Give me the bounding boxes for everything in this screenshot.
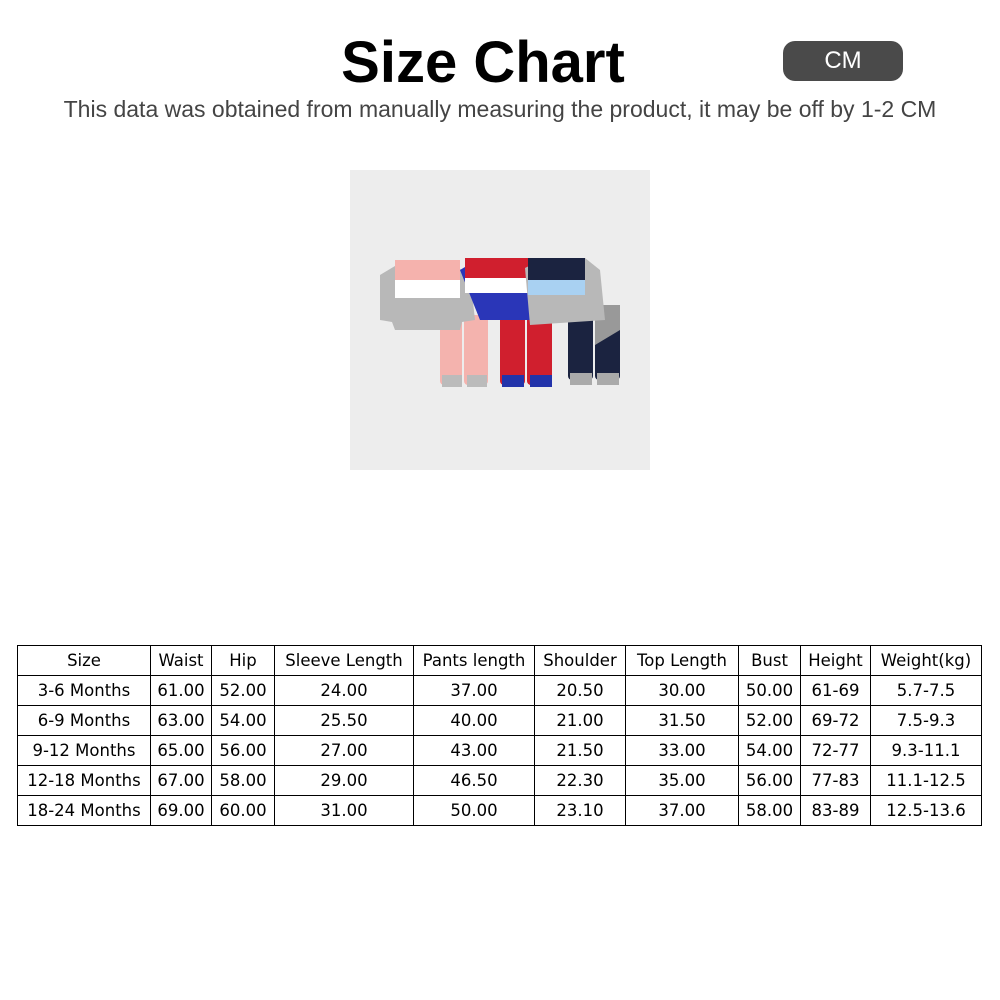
subtitle: This data was obtained from manually mea… xyxy=(63,96,937,122)
table-cell: 65.00 xyxy=(150,735,212,766)
red-set xyxy=(460,258,552,387)
table-cell: 25.50 xyxy=(274,705,414,736)
table-cell: 7.5-9.3 xyxy=(870,705,982,736)
table-cell: 56.00 xyxy=(738,765,801,796)
table-cell: 46.50 xyxy=(413,765,535,796)
table-cell: 50.00 xyxy=(738,675,801,706)
table-cell: 12-18 Months xyxy=(17,765,151,796)
column-header: Waist xyxy=(150,645,212,676)
table-cell: 52.00 xyxy=(211,675,275,706)
header-row: Size Waist Hip Sleeve Length Pants length Sho… xyxy=(17,645,982,676)
table-cell: 60.00 xyxy=(211,795,275,826)
table-cell: 30.00 xyxy=(625,675,739,706)
table-cell: 40.00 xyxy=(413,705,535,736)
table-cell: 83-89 xyxy=(800,795,871,826)
table-cell: 3-6 Months xyxy=(17,675,151,706)
table-cell: 56.00 xyxy=(211,735,275,766)
table-cell: 5.7-7.5 xyxy=(870,675,982,706)
table-cell: 43.00 xyxy=(413,735,535,766)
table-cell: 37.00 xyxy=(625,795,739,826)
table-row: 3-6 Months 61.00 52.00 24.00 37.00 20.50 30.00… xyxy=(17,675,982,706)
table-cell: 12.5-13.6 xyxy=(870,795,982,826)
table-cell: 50.00 xyxy=(413,795,535,826)
table-cell: 69.00 xyxy=(150,795,212,826)
navy-set xyxy=(525,258,620,385)
table-cell: 21.50 xyxy=(534,735,626,766)
column-header: Pants length xyxy=(413,645,535,676)
table-cell: 61-69 xyxy=(800,675,871,706)
table-cell: 63.00 xyxy=(150,705,212,736)
table-cell: 18-24 Months xyxy=(17,795,151,826)
pink-set xyxy=(380,260,488,387)
unit-badge: CM xyxy=(783,41,903,81)
column-header: Hip xyxy=(211,645,275,676)
page-title: Size Chart xyxy=(341,30,625,95)
column-header: Height xyxy=(800,645,871,676)
table-row: 12-18 Months 67.00 58.00 29.00 46.50 22.30 35.… xyxy=(17,765,982,796)
table-cell: 52.00 xyxy=(738,705,801,736)
table-cell: 22.30 xyxy=(534,765,626,796)
table-cell: 11.1-12.5 xyxy=(870,765,982,796)
table-cell: 21.00 xyxy=(534,705,626,736)
table-cell: 54.00 xyxy=(738,735,801,766)
table-cell: 37.00 xyxy=(413,675,535,706)
clothing-illustration xyxy=(380,258,620,387)
column-header: Top Length xyxy=(625,645,739,676)
table-cell: 58.00 xyxy=(211,765,275,796)
table-row: 18-24 Months 69.00 60.00 31.00 50.00 23.10 37.… xyxy=(17,795,982,826)
size-table: Size Waist Hip Sleeve Length Pants length Sho… xyxy=(17,645,982,826)
column-header: Bust xyxy=(738,645,801,676)
table-cell: 24.00 xyxy=(274,675,414,706)
table-cell: 61.00 xyxy=(150,675,212,706)
table-cell: 35.00 xyxy=(625,765,739,796)
table-cell: 77-83 xyxy=(800,765,871,796)
table-cell: 58.00 xyxy=(738,795,801,826)
column-header: Size xyxy=(17,645,151,676)
table-cell: 20.50 xyxy=(534,675,626,706)
table-row: 9-12 Months 65.00 56.00 27.00 43.00 21.50 33.0… xyxy=(17,735,982,766)
table-cell: 31.00 xyxy=(274,795,414,826)
table-cell: 27.00 xyxy=(274,735,414,766)
product-image xyxy=(350,170,650,470)
column-header: Shoulder xyxy=(534,645,626,676)
table-cell: 54.00 xyxy=(211,705,275,736)
table-cell: 29.00 xyxy=(274,765,414,796)
table-cell: 9-12 Months xyxy=(17,735,151,766)
table-cell: 69-72 xyxy=(800,705,871,736)
table-cell: 72-77 xyxy=(800,735,871,766)
column-header: Weight(kg) xyxy=(870,645,982,676)
table-cell: 33.00 xyxy=(625,735,739,766)
table-cell: 23.10 xyxy=(534,795,626,826)
table-row: 6-9 Months 63.00 54.00 25.50 40.00 21.00 31.50… xyxy=(17,705,982,736)
column-header: Sleeve Length xyxy=(274,645,414,676)
table-cell: 67.00 xyxy=(150,765,212,796)
table-cell: 9.3-11.1 xyxy=(870,735,982,766)
table-cell: 6-9 Months xyxy=(17,705,151,736)
table-cell: 31.50 xyxy=(625,705,739,736)
